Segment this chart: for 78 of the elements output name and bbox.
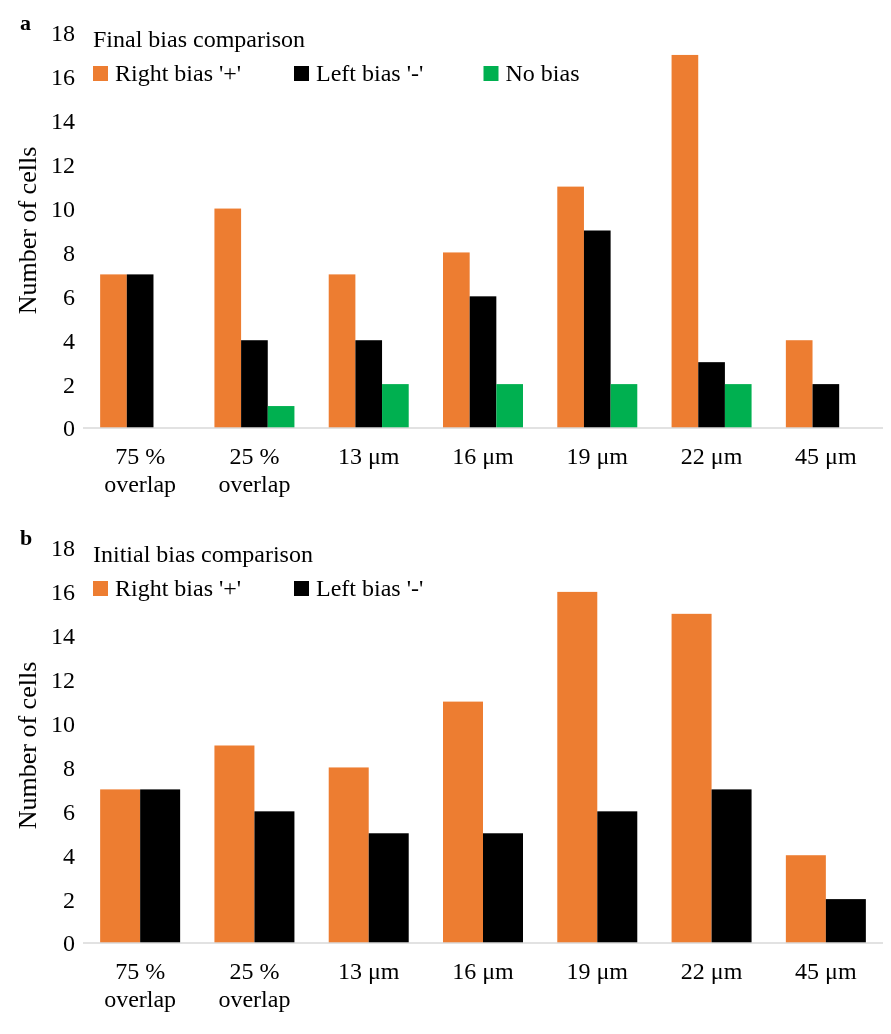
x-tick-label: 16 μm: [452, 443, 515, 469]
y-tick-label: 8: [63, 239, 75, 266]
bar: [140, 789, 181, 943]
bar: [496, 384, 523, 428]
y-tick-label: 6: [63, 283, 75, 310]
bar: [483, 833, 523, 943]
x-tick-label: 45 μm: [795, 958, 857, 984]
legend-label: Right bias '+': [115, 60, 242, 86]
y-tick-label: 4: [63, 842, 75, 869]
y-axis-title: Number of cells: [13, 146, 42, 315]
bar: [443, 252, 470, 428]
bar: [267, 406, 295, 428]
x-tick-label: 22 μm: [680, 958, 743, 984]
bar: [328, 767, 369, 943]
bar: [711, 789, 752, 943]
y-tick-label: 10: [51, 710, 75, 737]
y-tick-label: 0: [63, 415, 75, 442]
y-tick-label: 4: [63, 327, 75, 354]
y-tick-label: 2: [63, 886, 75, 913]
bar: [671, 54, 699, 428]
y-axis-title: Number of cells: [13, 661, 42, 830]
y-tick-label: 0: [63, 930, 75, 957]
bar: [785, 855, 826, 943]
bar: [328, 274, 356, 428]
bar: [355, 340, 383, 428]
chart-title: Initial bias comparison: [93, 541, 313, 567]
y-tick-label: 12: [51, 667, 75, 694]
y-tick-label: 12: [51, 152, 75, 179]
bar: [100, 274, 127, 428]
y-tick-label: 14: [51, 108, 75, 135]
x-tick-label: 75 % overlap: [104, 958, 177, 1012]
x-tick-label: 13 μm: [337, 958, 400, 984]
y-tick-label: 18: [51, 535, 75, 562]
bar: [583, 230, 611, 428]
bar: [597, 811, 638, 943]
bar: [698, 362, 725, 428]
bar: [825, 899, 866, 943]
x-tick-label: 16 μm: [452, 958, 515, 984]
text: a: [20, 10, 31, 35]
bar: [126, 274, 154, 428]
text: b: [20, 525, 33, 550]
bar: [443, 701, 483, 943]
y-tick-label: 18: [51, 20, 75, 47]
bar: [382, 384, 409, 428]
y-tick-label: 10: [51, 195, 75, 222]
y-tick-label: 16: [51, 64, 75, 91]
bar: [557, 591, 598, 943]
x-tick-label: 25 % overlap: [218, 958, 291, 1012]
chart-title: Final bias comparison: [93, 26, 305, 52]
x-tick-label: 19 μm: [566, 443, 629, 469]
legend-label: Left bias '-': [316, 60, 424, 86]
x-tick-label: 45 μm: [795, 443, 857, 469]
y-tick-label: 16: [51, 579, 75, 606]
x-tick-label: 75 % overlap: [104, 443, 177, 497]
bar: [671, 613, 712, 943]
y-tick-label: 6: [63, 798, 75, 825]
bar: [812, 384, 840, 428]
bar: [100, 789, 141, 943]
bar: [368, 833, 409, 943]
y-tick-label: 8: [63, 754, 75, 781]
x-tick-label: 22 μm: [680, 443, 743, 469]
bar: [610, 384, 638, 428]
legend-label: No bias: [505, 60, 580, 86]
bar: [724, 384, 752, 428]
x-tick-label: 13 μm: [337, 443, 400, 469]
y-tick-label: 14: [51, 623, 75, 650]
legend-label: Left bias '-': [316, 575, 424, 601]
bar: [214, 745, 255, 943]
legend-label: Right bias '+': [115, 575, 242, 601]
y-tick-label: 2: [63, 371, 75, 398]
bar: [254, 811, 295, 943]
x-tick-label: 25 % overlap: [218, 443, 291, 497]
bar: [785, 340, 813, 428]
bar: [241, 340, 268, 428]
bar: [214, 208, 242, 428]
bar: [557, 186, 584, 428]
x-tick-label: 19 μm: [566, 958, 629, 984]
bar: [469, 296, 497, 428]
